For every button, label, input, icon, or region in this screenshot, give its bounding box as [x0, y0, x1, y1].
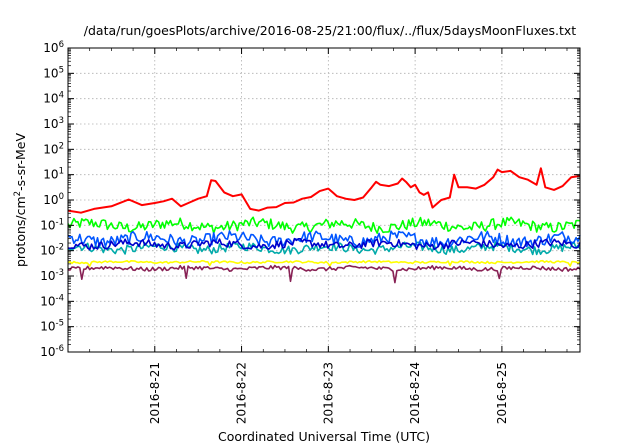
y-tick-label: 10-6 — [40, 344, 64, 359]
x-tick-label: 2016-8-23 — [321, 362, 335, 424]
y-tick-label: 101 — [43, 167, 64, 182]
y-tick-label: 104 — [43, 91, 64, 106]
y-tick-label: 102 — [43, 141, 64, 156]
grid — [68, 48, 580, 352]
series-line — [67, 264, 581, 284]
y-tick-label: 10-3 — [40, 268, 64, 283]
y-ticks: 10-6 10-5 10-4 10-3 10-2 10-1 100 101 102 103 104 1… — [40, 40, 580, 359]
series-line — [67, 230, 581, 249]
y-tick-label: 106 — [43, 40, 64, 55]
series-line — [67, 237, 581, 251]
y-tick-label: 10-1 — [40, 217, 64, 232]
series-line — [67, 167, 581, 214]
y-tick-label: 10-4 — [40, 293, 64, 308]
x-tick-label: 2016-8-21 — [148, 362, 162, 424]
series-line — [67, 259, 581, 267]
x-axis-label: Coordinated Universal Time (UTC) — [218, 429, 430, 444]
x-tick-label: 2016-8-25 — [495, 362, 509, 424]
chart-title: /data/run/goesPlots/archive/2016-08-25/2… — [84, 23, 577, 38]
series-line — [67, 216, 581, 234]
y-tick-label: 100 — [43, 192, 64, 207]
x-tick-label: 2016-8-24 — [408, 362, 422, 424]
x-tick-label: 2016-8-22 — [235, 362, 249, 424]
y-tick-label: 105 — [43, 65, 64, 80]
y-tick-label: 10-5 — [40, 319, 64, 334]
y-tick-label: 103 — [43, 116, 64, 131]
y-tick-label: 10-2 — [40, 243, 64, 258]
y-axis-label: protons/cm2-s-sr-MeV — [13, 133, 28, 267]
x-ticks: 2016-8-21 2016-8-22 2016-8-23 2016-8-24 2016… — [89, 48, 568, 424]
series-layer — [67, 167, 581, 284]
